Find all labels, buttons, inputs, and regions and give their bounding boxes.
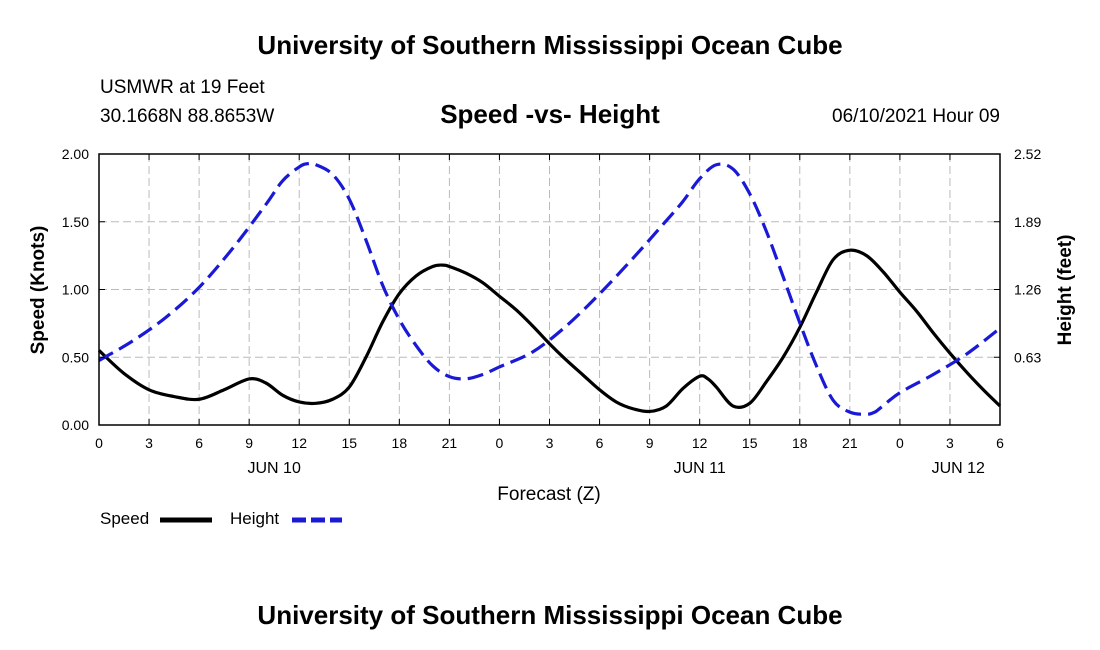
x-tick-label: 15 <box>742 435 758 451</box>
y-tick-label: 0.00 <box>62 417 89 433</box>
y-tick-label: 1.00 <box>62 282 89 298</box>
axis-ticks <box>98 153 1001 426</box>
x-tick-label: 6 <box>996 435 1004 451</box>
legend-speed-label: Speed <box>100 509 150 528</box>
x-tick-label: 3 <box>145 435 153 451</box>
y-axis-title: Speed (Knots) <box>28 226 49 355</box>
y2-axis-title: Height (feet) <box>1055 235 1076 346</box>
y-tick-label: 2.00 <box>62 146 89 162</box>
coordinates-label: 30.1668N 88.8653W <box>100 106 275 127</box>
y-tick-label: 1.50 <box>62 214 89 230</box>
y2-tick-label: 2.52 <box>1014 146 1041 162</box>
series-lines <box>97 161 1002 416</box>
height-series-line <box>98 161 1001 416</box>
y-tick-label: 0.50 <box>62 349 89 365</box>
x-tick-label: 0 <box>95 435 103 451</box>
legend-height-label: Height <box>230 509 280 528</box>
y2-tick-label: 0.63 <box>1014 349 1041 365</box>
chart-title: University of Southern Mississippi Ocean… <box>257 30 843 60</box>
x-tick-label: 21 <box>842 435 858 451</box>
grid-lines <box>99 154 1000 425</box>
x-tick-label: 6 <box>596 435 604 451</box>
date-label: JUN 10 <box>248 460 301 477</box>
x-tick-label: 3 <box>946 435 954 451</box>
station-label: USMWR at 19 Feet <box>100 77 265 98</box>
x-tick-label: 3 <box>546 435 554 451</box>
forecast-datetime: 06/10/2021 Hour 09 <box>832 106 1000 127</box>
x-axis-title: Forecast (Z) <box>497 484 600 505</box>
x-tick-label: 0 <box>496 435 504 451</box>
x-tick-label: 9 <box>245 435 253 451</box>
y2-tick-label: 1.26 <box>1014 282 1041 298</box>
x-tick-label: 6 <box>195 435 203 451</box>
x-tick-label: 12 <box>692 435 708 451</box>
y2-tick-label: 1.89 <box>1014 214 1041 230</box>
x-tick-label: 12 <box>291 435 307 451</box>
x-tick-label: 0 <box>896 435 904 451</box>
x-tick-label: 18 <box>792 435 808 451</box>
x-tick-label: 21 <box>442 435 458 451</box>
speed-series-line <box>97 248 1002 414</box>
x-tick-label: 18 <box>392 435 408 451</box>
x-tick-label: 9 <box>646 435 654 451</box>
chart-subtitle: Speed -vs- Height <box>440 99 660 129</box>
axis-labels: 0 3 6 9 12 15 18 21 0 3 6 9 12 15 18 21 0 3 6 JUN 10 JUN 11 J… <box>62 146 1042 477</box>
date-label: JUN 12 <box>932 460 985 477</box>
date-label: JUN 11 <box>674 460 726 477</box>
footer-title: University of Southern Mississippi Ocean… <box>257 600 843 630</box>
x-tick-label: 15 <box>341 435 357 451</box>
